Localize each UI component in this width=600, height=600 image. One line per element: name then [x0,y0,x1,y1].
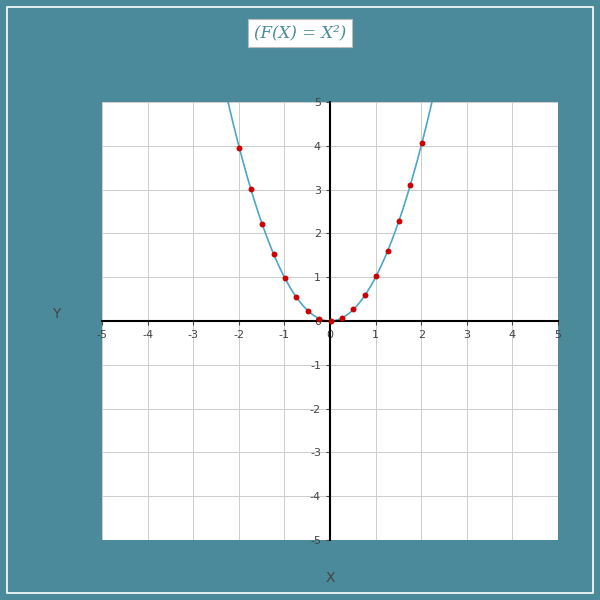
Point [269,249,278,259]
Point [406,180,415,190]
Point [314,314,324,323]
Point [326,316,335,326]
Text: (F(X) = X²): (F(X) = X²) [254,25,346,41]
Point [257,220,267,229]
Point [360,290,370,300]
Point [337,313,347,323]
Point [349,305,358,314]
Point [383,246,392,256]
Point [371,271,381,281]
X-axis label: X: X [325,571,335,584]
Point [246,184,256,194]
Point [394,216,404,226]
Point [280,274,290,283]
Point [292,292,301,302]
Y-axis label: Y: Y [52,307,61,321]
Point [303,306,313,316]
Point [417,139,427,148]
Point [235,143,244,153]
